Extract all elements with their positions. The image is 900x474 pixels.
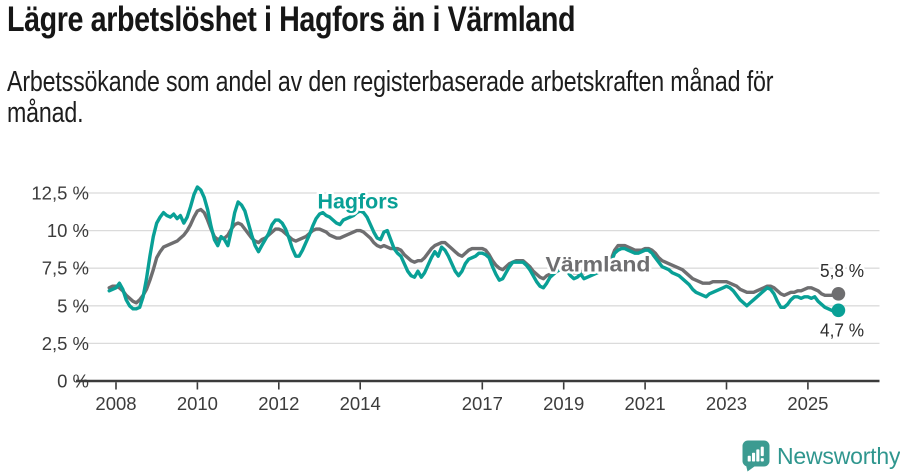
newsworthy-logo: Newsworthy	[742, 440, 900, 473]
chart-subtitle-line-2: månad.	[7, 97, 84, 129]
end-value-label-varmland: 5,8 %	[820, 260, 864, 281]
chart-title: Lägre arbetslöshet i Hagfors än i Värmla…	[7, 0, 576, 39]
svg-text:0 %: 0 %	[57, 371, 89, 392]
exclamation-bar	[760, 446, 764, 457]
mini-bar-chart-glyph	[747, 446, 764, 462]
gridlines	[76, 192, 880, 345]
series-end-dot	[831, 286, 846, 301]
svg-text:2025: 2025	[787, 393, 828, 414]
svg-text:2012: 2012	[258, 393, 299, 414]
svg-text:7,5 %: 7,5 %	[42, 258, 89, 279]
data-series	[107, 185, 846, 318]
svg-text:2,5 %: 2,5 %	[42, 333, 89, 354]
end-value-label-hagfors: 4,7 %	[820, 320, 864, 341]
svg-text:2021: 2021	[625, 393, 666, 414]
newsworthy-wordmark: Newsworthy	[777, 443, 900, 469]
svg-text:2017: 2017	[462, 393, 503, 414]
newsworthy-icon	[742, 440, 770, 472]
series-label-varmland: Värmland	[546, 253, 651, 277]
svg-text:2010: 2010	[177, 393, 218, 414]
series-end-dot	[831, 303, 846, 318]
svg-text:2014: 2014	[340, 393, 381, 414]
chart-subtitle: Arbetssökande som andel av den registerb…	[7, 67, 773, 129]
svg-text:10 %: 10 %	[47, 220, 89, 241]
series-label-hagfors: Hagfors	[318, 190, 399, 214]
axes: 0 % 2,5 % 5 % 7,5 % 10 % 12,5 % 2008 2010 2012 20…	[31, 183, 880, 414]
svg-text:12,5 %: 12,5 %	[31, 183, 89, 204]
svg-text:2023: 2023	[706, 393, 747, 414]
svg-text:2008: 2008	[95, 393, 136, 414]
svg-text:5 %: 5 %	[57, 295, 89, 316]
speech-bubble-tail	[746, 465, 757, 472]
chart-subtitle-line-1: Arbetssökande som andel av den registerb…	[7, 66, 774, 98]
exclamation-dot	[760, 458, 764, 462]
svg-text:2019: 2019	[543, 393, 584, 414]
